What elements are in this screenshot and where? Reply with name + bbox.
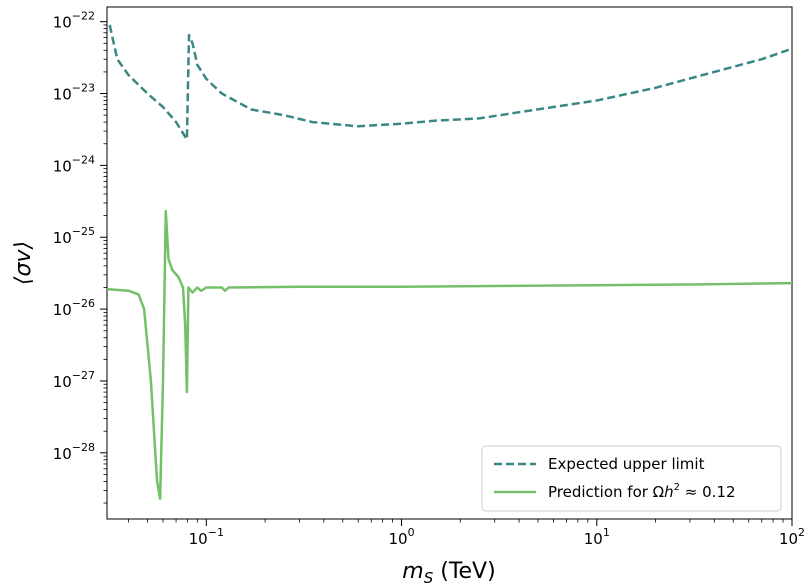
- y-tick-label: 10−23: [53, 82, 95, 104]
- x-tick-label: 102: [779, 526, 805, 548]
- plot-frame: [106, 6, 793, 520]
- x-axis-ticks: 10−1 100 101 102: [128, 519, 805, 548]
- series-prediction-line: [106, 210, 793, 500]
- legend-label-upper-limit: Expected upper limit: [548, 455, 705, 473]
- legend-label-prediction: Prediction for Ωh2 ≈ 0.12: [548, 482, 736, 501]
- legend: Expected upper limit Prediction for Ωh2 …: [481, 445, 782, 512]
- y-tick-label: 10−27: [53, 369, 95, 391]
- y-tick-label: 10−28: [53, 441, 95, 463]
- y-tick-label: 10−26: [53, 297, 95, 319]
- y-tick-label: 10−22: [53, 10, 95, 32]
- x-axis-label: mS (TeV): [402, 559, 495, 583]
- y-tick-label: 10−24: [53, 153, 95, 175]
- legend-box: [481, 445, 782, 512]
- y-axis-ticks: 10−28 10−27 10−26 10−25 10−24 10−23 10−22: [53, 10, 107, 504]
- series-layer: [106, 24, 793, 500]
- x-tick-label: 10−1: [189, 526, 224, 548]
- y-axis-label: ⟨σv⟩: [11, 241, 36, 285]
- y-tick-label: 10−25: [53, 225, 95, 247]
- x-tick-label: 100: [388, 526, 414, 548]
- series-expected-upper-limit-line: [108, 24, 793, 141]
- x-tick-label: 101: [584, 526, 610, 548]
